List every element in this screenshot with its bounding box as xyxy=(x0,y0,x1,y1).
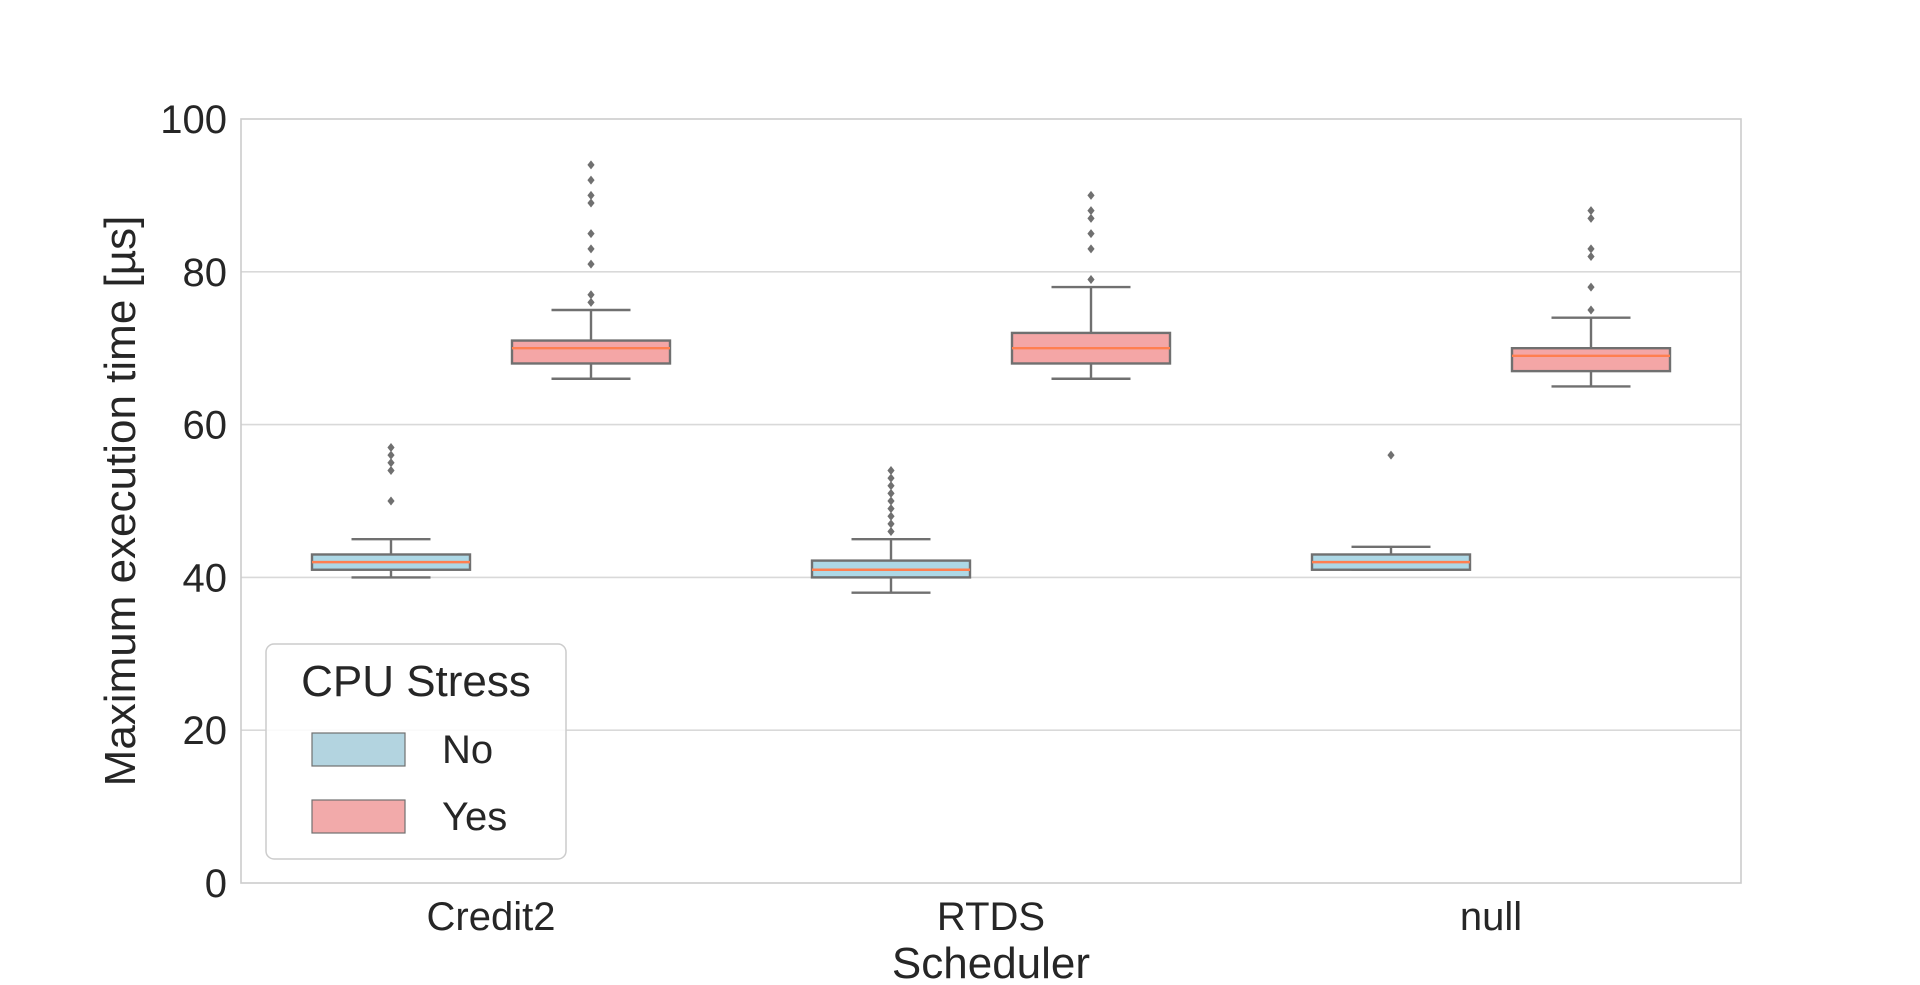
x-tick-label: Credit2 xyxy=(427,895,556,939)
y-tick-label: 80 xyxy=(183,251,228,295)
outlier-point xyxy=(887,527,895,537)
legend-label-no: No xyxy=(442,728,493,772)
outlier-point xyxy=(887,473,895,483)
outlier-point xyxy=(1587,282,1595,292)
outlier-point xyxy=(887,519,895,529)
box-no-rtds xyxy=(810,465,972,594)
x-tick-labels: Credit2 RTDS null xyxy=(427,895,1523,939)
outlier-point xyxy=(1087,274,1095,284)
outlier-point xyxy=(887,465,895,475)
outlier-point xyxy=(387,465,395,475)
box-yes-rtds xyxy=(1010,190,1172,380)
outlier-point xyxy=(887,504,895,514)
y-tick-label: 100 xyxy=(160,98,227,142)
grid-lines xyxy=(241,270,1741,732)
outlier-point xyxy=(387,443,395,453)
box-no-null xyxy=(1310,450,1472,571)
outlier-point xyxy=(587,259,595,269)
outlier-point xyxy=(1587,244,1595,254)
outlier-point xyxy=(387,450,395,460)
x-tick-label: null xyxy=(1460,895,1522,939)
legend-swatch-yes xyxy=(311,799,406,834)
outlier-point xyxy=(387,496,395,506)
outlier-point xyxy=(1087,213,1095,223)
box-yes-credit2 xyxy=(510,160,672,380)
outlier-point xyxy=(587,160,595,170)
legend-title: CPU Stress xyxy=(301,657,531,706)
iqr-box xyxy=(1510,347,1672,373)
outlier-point xyxy=(587,229,595,239)
y-tick-label: 60 xyxy=(183,404,228,448)
outlier-point xyxy=(1587,206,1595,216)
x-axis-title: Scheduler xyxy=(892,939,1090,985)
outlier-point xyxy=(587,244,595,254)
outlier-point xyxy=(887,481,895,491)
legend: CPU Stress No Yes xyxy=(265,643,567,860)
outlier-point xyxy=(587,198,595,208)
y-tick-label: 20 xyxy=(183,709,228,753)
legend-label-yes: Yes xyxy=(442,795,507,839)
outlier-point xyxy=(587,175,595,185)
outlier-point xyxy=(1087,244,1095,254)
box-no-credit2 xyxy=(310,443,472,579)
legend-swatch-no xyxy=(311,732,406,767)
outlier-point xyxy=(1387,450,1395,460)
y-axis-title: Maximum execution time [µs] xyxy=(96,216,145,787)
outlier-point xyxy=(1087,229,1095,239)
y-tick-label: 40 xyxy=(183,556,228,600)
outlier-point xyxy=(1087,206,1095,216)
outlier-point xyxy=(1587,213,1595,223)
box-plots xyxy=(310,160,1672,594)
outlier-point xyxy=(887,511,895,521)
outlier-point xyxy=(587,190,595,200)
outlier-point xyxy=(587,297,595,307)
outlier-point xyxy=(887,496,895,506)
plot-frame xyxy=(240,118,1742,884)
y-tick-label: 0 xyxy=(205,862,227,906)
outlier-point xyxy=(587,290,595,300)
outlier-point xyxy=(1587,305,1595,315)
outlier-point xyxy=(887,488,895,498)
y-tick-labels: 0 20 40 60 80 100 xyxy=(160,98,227,906)
iqr-box xyxy=(510,339,672,365)
x-tick-label: RTDS xyxy=(937,895,1045,939)
outlier-point xyxy=(1087,190,1095,200)
outlier-point xyxy=(1587,252,1595,262)
box-yes-null xyxy=(1510,206,1672,388)
outlier-point xyxy=(387,458,395,468)
